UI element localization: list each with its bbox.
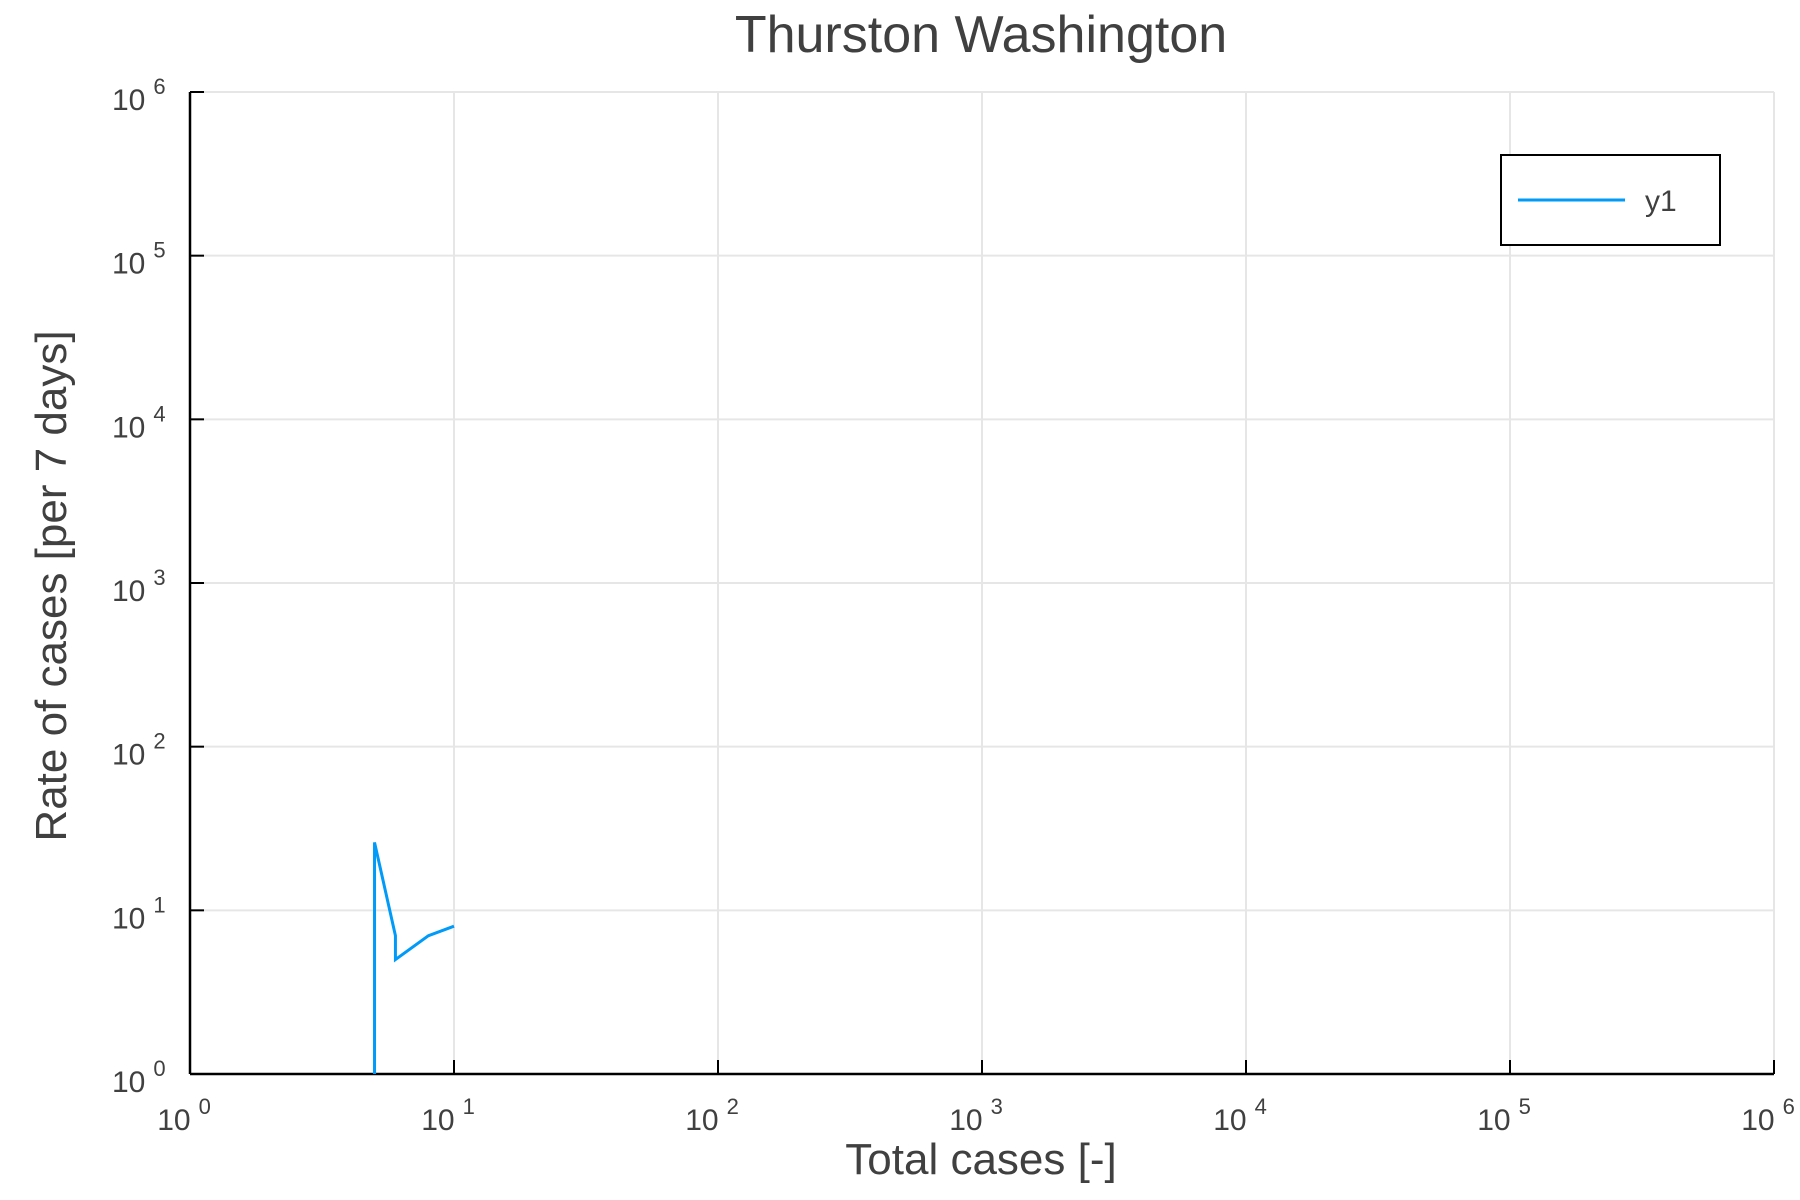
y-tick-exponent: 1 (153, 892, 165, 917)
y-tick-exponent: 2 (153, 729, 165, 754)
y-tick-exponent: 3 (153, 565, 165, 590)
series-line-y1 (373, 842, 455, 1074)
y-tick-exponent: 0 (153, 1056, 165, 1081)
y-tick-exponent: 6 (153, 74, 165, 99)
x-tick-exponent: 1 (463, 1094, 475, 1119)
x-tick-exponent: 6 (1783, 1094, 1795, 1119)
series-layer (373, 842, 455, 1074)
x-tick-exponent: 3 (991, 1094, 1003, 1119)
y-tick-exponent: 4 (153, 401, 165, 426)
y-axis-label: Rate of cases [per 7 days] (27, 330, 76, 841)
x-tick-exponent: 4 (1255, 1094, 1267, 1119)
x-tick-exponent: 5 (1519, 1094, 1531, 1119)
y-tick-exponent: 5 (153, 238, 165, 263)
x-tick-exponent: 0 (199, 1094, 211, 1119)
legend: y1 (1500, 154, 1721, 246)
chart-title: Thurston Washington (735, 6, 1227, 64)
x-axis-label: Total cases [-] (845, 1135, 1116, 1184)
legend-label-y1: y1 (1645, 185, 1677, 218)
x-tick-exponent: 2 (727, 1094, 739, 1119)
